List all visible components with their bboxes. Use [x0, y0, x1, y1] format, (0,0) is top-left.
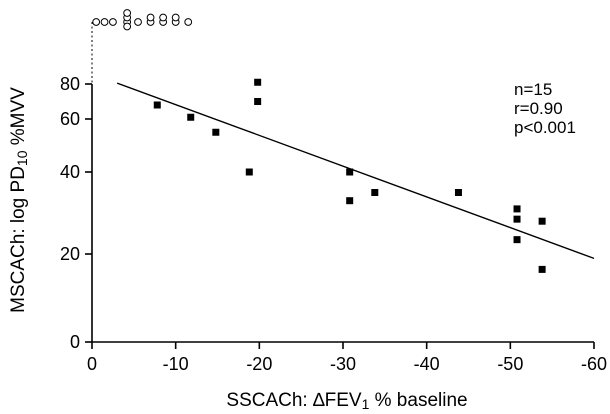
y-tick-label: 40: [60, 162, 80, 182]
off-scale-point: [100, 18, 109, 26]
off-scale-point: [123, 9, 132, 17]
y-tick-label: 80: [60, 74, 80, 94]
x-axis-label-part: 1: [362, 396, 370, 412]
x-tick-label: -20: [246, 354, 272, 374]
stat-label: p<0.001: [514, 118, 576, 137]
x-axis-label-part: FEV: [325, 390, 362, 411]
data-point: [346, 197, 354, 205]
off-scale-point: [171, 13, 180, 22]
y-axis-label-part: log PD: [8, 166, 29, 223]
data-point: [513, 205, 521, 213]
x-tick-label: -40: [414, 354, 440, 374]
off-scale-point: [109, 18, 117, 26]
data-point: [538, 265, 546, 273]
data-point: [538, 217, 546, 225]
data-point: [245, 168, 253, 176]
data-point: [254, 98, 262, 105]
x-axis-label: SSCACh: ∆FEV1 % baseline: [226, 390, 467, 412]
stat-label: n=15: [514, 80, 552, 99]
x-tick-label: -50: [497, 354, 523, 374]
y-tick-label: 20: [60, 244, 80, 264]
data-point: [212, 128, 220, 136]
data-point: [187, 113, 195, 121]
y-axis-label: MSCACh: log PD10 %MVV: [8, 87, 30, 313]
x-tick-label: -30: [330, 354, 356, 374]
off-scale-point: [159, 13, 168, 22]
data-point: [454, 189, 462, 196]
stat-label: r=0.90: [514, 99, 563, 118]
x-tick-label: 0: [87, 354, 97, 374]
off-scale-point: [146, 13, 155, 22]
x-tick-label: -60: [581, 354, 607, 374]
regression-line: [116, 82, 595, 260]
data-point: [513, 236, 521, 244]
x-axis-label-part: SSCACh:: [226, 390, 313, 411]
data-point: [254, 78, 262, 86]
y-tick-label: 0: [70, 332, 80, 352]
axes-group: [85, 22, 595, 349]
y-axis-label-part: 10: [14, 150, 30, 166]
x-axis-label-part: ∆: [313, 390, 325, 411]
y-tick-label: 60: [60, 109, 80, 129]
data-point: [371, 189, 379, 196]
data-point: [346, 168, 354, 176]
data-point: [513, 215, 521, 223]
data-layer: [92, 9, 595, 273]
off-scale-point: [184, 18, 193, 26]
x-axis-label-part: % baseline: [369, 390, 467, 411]
off-scale-point: [134, 18, 142, 26]
x-tick-label: -10: [163, 354, 189, 374]
y-axis-label-part: MSCACh:: [8, 223, 29, 313]
data-point: [153, 101, 161, 109]
off-scale-point: [123, 22, 132, 31]
y-axis-label-part: %MVV: [8, 87, 29, 151]
off-scale-point: [92, 18, 101, 26]
labels-layer: 0 -10 -20 -30 -40 -50 -60 0 20 40 60 80 n=15r=0.90p<…: [8, 74, 607, 412]
